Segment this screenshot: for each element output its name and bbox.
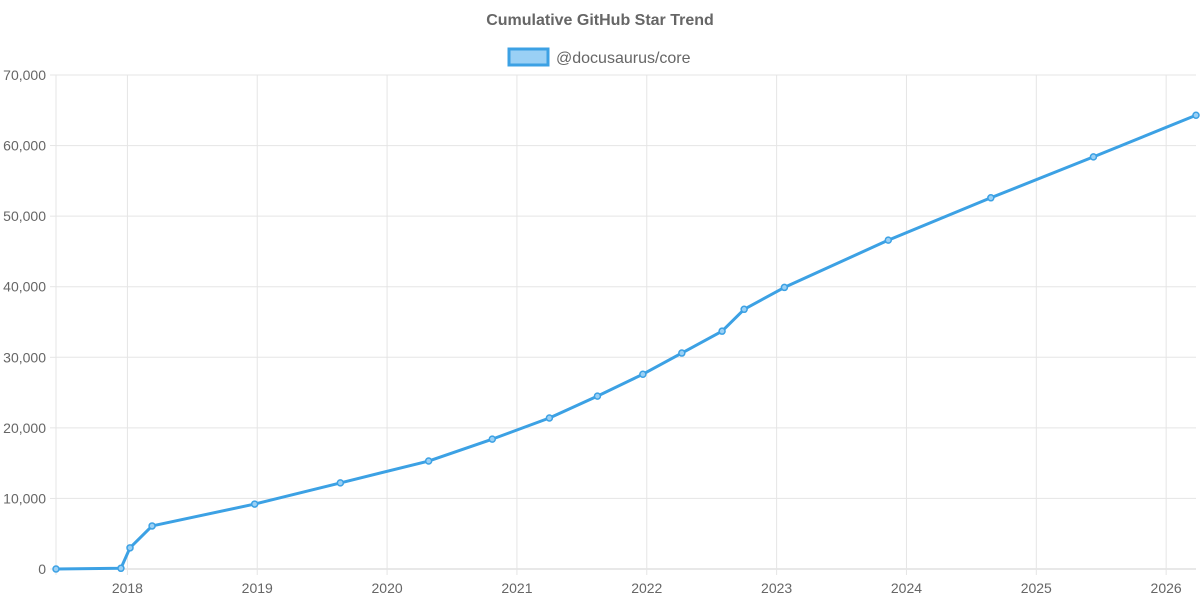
data-point[interactable] [117, 564, 125, 573]
data-point[interactable] [740, 305, 748, 314]
y-tick-label: 60,000 [3, 138, 46, 154]
data-point[interactable] [250, 500, 259, 508]
x-axis-tick-labels: 2018 2019 2020 2021 2022 2023 2024 2025 2026 [112, 580, 1182, 596]
data-point[interactable] [593, 392, 602, 400]
x-tick-label: 2021 [501, 580, 532, 596]
y-tick-label: 40,000 [3, 279, 46, 295]
x-tick-label: 2018 [112, 580, 143, 596]
x-tick-label: 2024 [891, 580, 922, 596]
x-tick-label: 2023 [761, 580, 792, 596]
data-point[interactable] [148, 522, 156, 530]
y-tick-label: 20,000 [3, 420, 46, 436]
x-tick-label: 2022 [631, 580, 662, 596]
y-tick-label: 0 [38, 561, 46, 577]
data-point[interactable] [52, 565, 60, 573]
x-tick-label: 2019 [242, 580, 273, 596]
data-point[interactable] [126, 544, 134, 552]
y-axis-tick-labels: 0 10,000 20,000 30,000 40,000 50,000 60,000 70,… [3, 67, 46, 577]
data-point[interactable] [884, 236, 893, 244]
x-tick-label: 2020 [372, 580, 403, 596]
data-point[interactable] [1089, 153, 1098, 161]
y-tick-label: 30,000 [3, 349, 46, 365]
y-gridlines [50, 74, 1196, 570]
series-star-count [52, 111, 1200, 573]
data-point[interactable] [718, 327, 726, 335]
series-line [54, 113, 1198, 571]
legend-label[interactable]: @docusaurus/core [556, 50, 691, 67]
legend-swatch[interactable] [507, 47, 550, 67]
legend[interactable]: @docusaurus/core [507, 47, 691, 67]
data-point[interactable] [545, 414, 554, 422]
x-tick-label: 2026 [1151, 580, 1182, 596]
data-point[interactable] [639, 370, 647, 378]
y-tick-label: 70,000 [3, 67, 46, 83]
data-point[interactable] [780, 283, 789, 292]
y-tick-label: 10,000 [3, 490, 46, 506]
x-tick-label: 2025 [1021, 580, 1052, 596]
x-gridlines [55, 75, 1167, 575]
data-point[interactable] [1192, 111, 1200, 119]
data-point[interactable] [987, 194, 995, 202]
data-point[interactable] [488, 435, 497, 443]
data-point[interactable] [678, 349, 686, 357]
chart-title: Cumulative GitHub Star Trend [486, 12, 714, 29]
data-point[interactable] [424, 457, 433, 465]
data-point[interactable] [336, 479, 345, 487]
y-tick-label: 50,000 [3, 208, 46, 224]
